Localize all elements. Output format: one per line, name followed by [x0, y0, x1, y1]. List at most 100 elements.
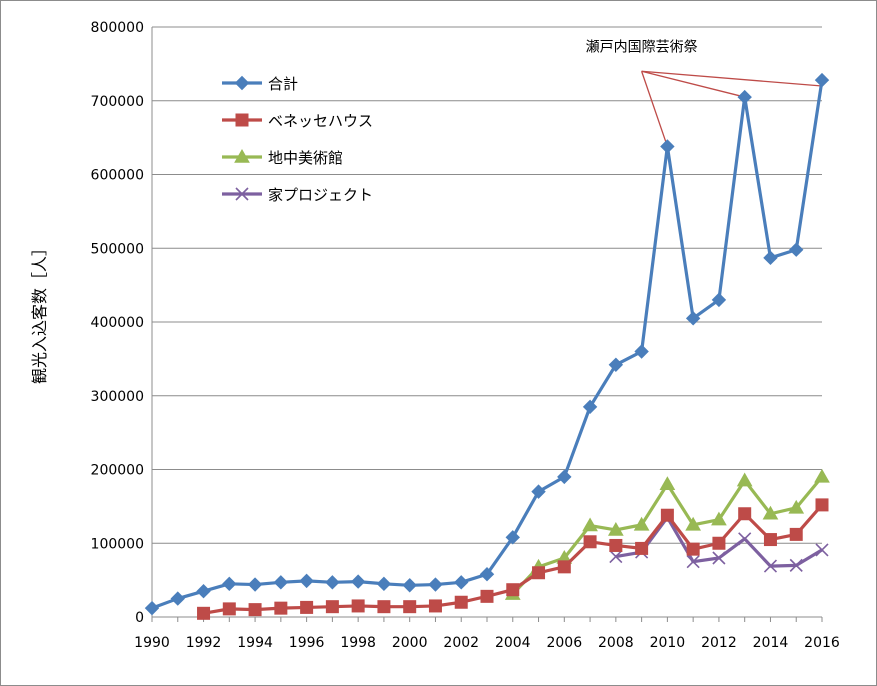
series-1-point-12: [506, 583, 520, 597]
series-0-point-5: [273, 575, 289, 590]
series-1-point-19: [686, 542, 700, 556]
series-1-point-21: [738, 507, 752, 521]
series-3-point-0: [609, 549, 623, 564]
y-tick-label-2: 200000: [91, 463, 144, 479]
series-0-point-4: [247, 577, 263, 592]
series-0-point-14: [505, 530, 520, 545]
annotation-line-0: [641, 71, 668, 147]
series-3-point-7: [789, 558, 803, 572]
x-tick-label-4: 1998: [340, 635, 376, 651]
series-1-point-2: [248, 603, 262, 617]
series-1-point-15: [583, 535, 597, 549]
y-tick-label-3: 300000: [91, 389, 144, 405]
series-1-point-17: [635, 541, 649, 555]
y-tick-label-5: 500000: [91, 241, 144, 257]
y-tick-label-1: 100000: [91, 536, 144, 552]
series-2-point-10: [762, 505, 779, 520]
series-2-point-12: [814, 468, 830, 483]
x-tick-label-10: 2010: [650, 635, 686, 651]
series-0-point-17: [582, 399, 598, 415]
series-1-point-7: [377, 600, 391, 614]
x-tick-label-12: 2014: [753, 635, 789, 651]
series-3-point-3: [686, 555, 700, 569]
series-0-point-6: [299, 573, 314, 589]
series-0-point-2: [196, 583, 211, 599]
series-0-point-11: [428, 577, 443, 592]
series-2-point-11: [788, 499, 805, 514]
series-3-point-6: [763, 559, 778, 573]
y-tick-label-6: 600000: [91, 168, 144, 184]
series-1-point-18: [660, 508, 674, 522]
x-tick-label-5: 2000: [392, 635, 428, 651]
y-axis-label: 観光入込客数［人］: [30, 240, 49, 384]
legend-swatch-marker-1: [235, 113, 249, 127]
annotation-line-1: [641, 70, 745, 98]
legend-swatch-marker-0: [234, 75, 250, 91]
series-group: [144, 72, 830, 620]
y-tick-label-4: 400000: [91, 315, 144, 331]
series-0-point-1: [170, 591, 185, 606]
series-0-point-10: [402, 578, 417, 593]
legend-label-3: 家プロジェクト: [268, 186, 373, 204]
series-1-point-10: [454, 595, 468, 609]
legend-label-0: 合計: [268, 75, 298, 93]
series-0-point-20: [660, 139, 675, 154]
series-0-point-15: [531, 484, 546, 499]
x-tick-label-7: 2004: [495, 635, 531, 651]
series-1-point-0: [197, 606, 211, 620]
x-tick-label-9: 2008: [598, 635, 634, 651]
y-tick-label-8: 800000: [91, 20, 144, 36]
series-0-point-8: [350, 574, 366, 589]
series-0-point-16: [557, 469, 572, 485]
series-0-point-25: [789, 242, 804, 257]
series-0-point-7: [325, 575, 340, 590]
series-1-point-1: [222, 602, 236, 616]
series-0-point-23: [737, 89, 752, 105]
series-1-point-3: [274, 601, 288, 615]
series-1-point-9: [428, 599, 442, 613]
x-tick-label-6: 2002: [443, 635, 479, 651]
legend-swatch-marker-3: [235, 187, 249, 201]
series-2-point-6: [659, 476, 676, 490]
series-0-point-21: [685, 311, 701, 326]
x-tick-label-8: 2006: [546, 635, 582, 651]
series-0-point-12: [454, 575, 469, 590]
series-0-point-26: [814, 72, 830, 88]
y-tick-label-0: 0: [135, 610, 144, 626]
series-0-point-0: [144, 600, 160, 616]
series-1-point-14: [557, 560, 571, 574]
x-tick-label-1: 1992: [186, 635, 222, 651]
annotation-label: 瀬戸内国際芸術祭: [586, 39, 698, 55]
series-1-point-16: [609, 538, 623, 552]
series-1-point-23: [789, 527, 803, 541]
axes: 0 100000 200000 300000 400000 500000 600000 700…: [91, 20, 840, 651]
x-tick-label-3: 1996: [289, 635, 325, 651]
annotation: 瀬戸内国際芸術祭: [586, 39, 823, 147]
x-tick-label-13: 2016: [804, 635, 840, 651]
series-2-point-7: [685, 516, 702, 531]
x-tick-label-2: 1994: [237, 635, 273, 651]
annotation-line-2: [641, 70, 823, 87]
series-1-point-24: [815, 498, 829, 512]
series-2-point-5: [633, 516, 650, 531]
series-1-point-20: [712, 536, 726, 550]
legend-label-2: 地中美術館: [268, 149, 343, 167]
series-3-point-5: [738, 532, 752, 546]
legend-label-1: ベネッセハウス: [268, 112, 373, 130]
series-2-point-8: [711, 511, 727, 526]
series-1-point-22: [763, 533, 777, 547]
series-1-point-4: [300, 600, 314, 614]
legend-item-0: 合計: [222, 75, 298, 93]
series-0: [144, 72, 830, 616]
series-1-point-13: [532, 566, 546, 580]
series-2: [504, 468, 830, 600]
series-0-point-3: [222, 576, 237, 592]
series-1-point-6: [351, 599, 365, 613]
legend-item-2: 地中美術館: [222, 148, 343, 167]
x-tick-label-0: 1990: [134, 635, 170, 651]
series-1-point-11: [480, 589, 494, 603]
